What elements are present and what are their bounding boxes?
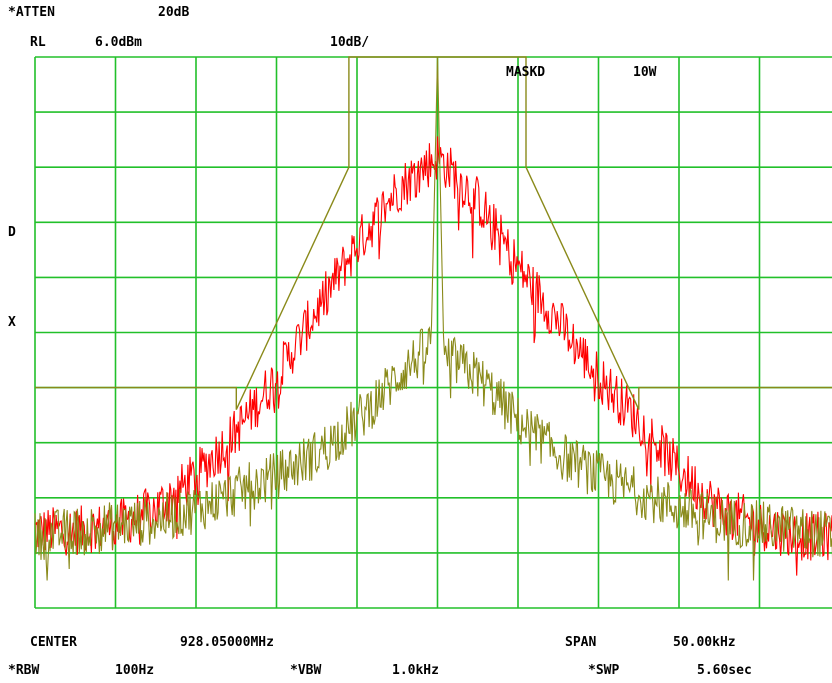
x-marker: X <box>8 315 16 330</box>
vbw-label: *VBW <box>290 663 322 678</box>
scale-value: 10dB/ <box>330 35 370 50</box>
vbw-value: 1.0kHz <box>392 663 439 678</box>
center-frequency: 928.05000MHz <box>180 635 274 650</box>
rbw-label: *RBW <box>8 663 40 678</box>
sweep-value: 5.60sec <box>697 663 752 678</box>
center-label: CENTER <box>30 635 77 650</box>
ref-level-label: RL <box>30 35 46 50</box>
display-line-marker: D <box>8 225 16 240</box>
span-label: SPAN <box>565 635 597 650</box>
mask-value: 10W <box>633 65 657 80</box>
atten-label: *ATTEN <box>8 5 55 20</box>
mask-label: MASKD <box>506 65 546 80</box>
rbw-value: 100Hz <box>115 663 155 678</box>
mask-line <box>35 56 832 410</box>
sweep-label: *SWP <box>588 663 620 678</box>
atten-value: 20dB <box>158 5 190 20</box>
ref-level-value: 6.0dBm <box>95 35 142 50</box>
span-value: 50.00kHz <box>673 635 736 650</box>
